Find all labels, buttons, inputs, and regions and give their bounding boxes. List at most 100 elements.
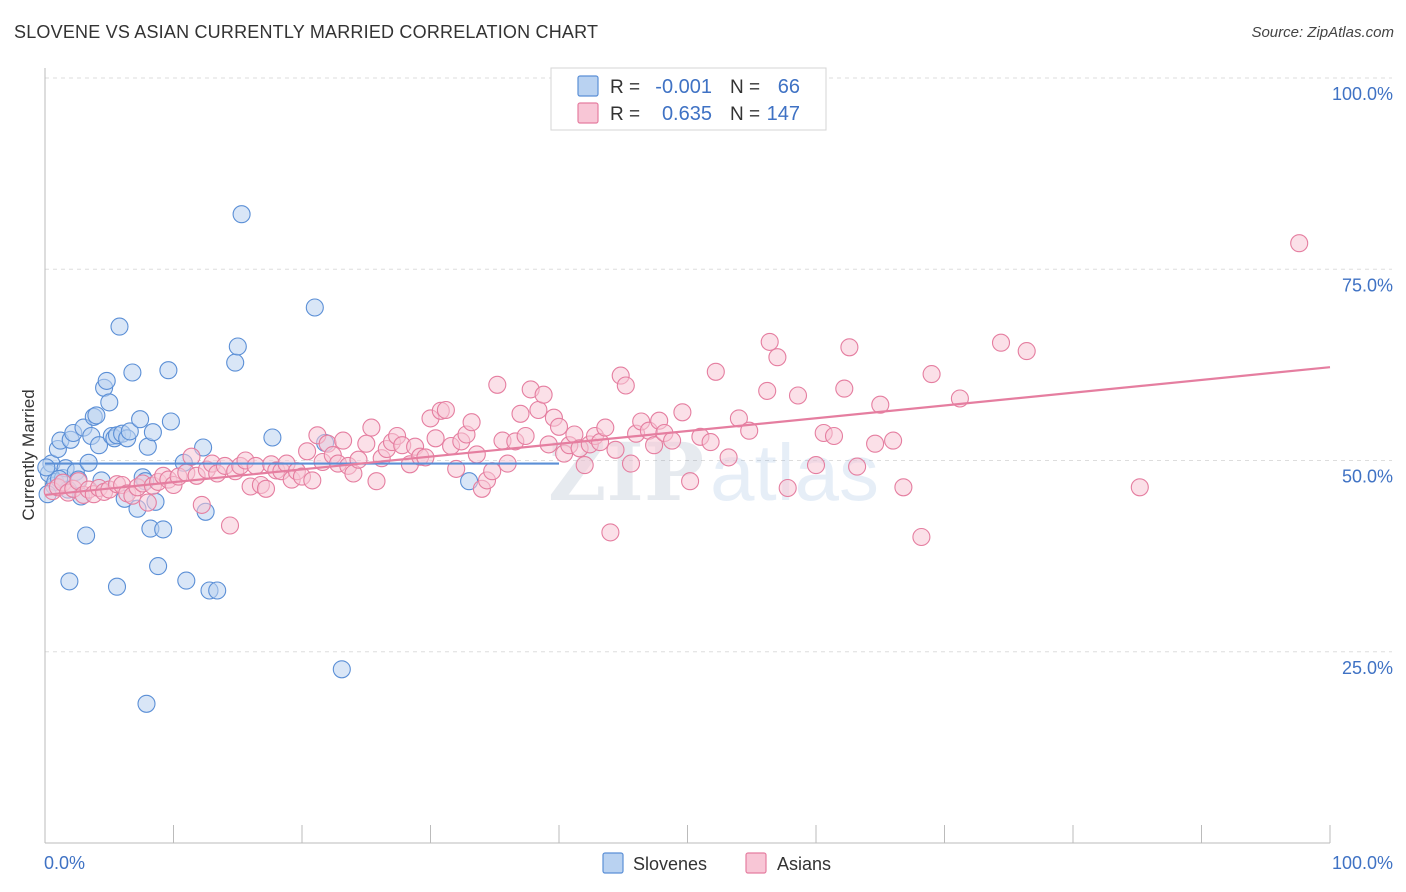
- point-slovenes: [107, 577, 127, 596]
- point-slovenes: [226, 353, 245, 372]
- point-asians: [835, 379, 854, 398]
- x-tick-labels: 0.0% 100.0%: [44, 853, 1393, 873]
- point-asians: [1290, 234, 1309, 253]
- point-slovenes: [97, 371, 116, 390]
- point-asians: [357, 434, 376, 453]
- point-asians: [367, 472, 386, 491]
- point-asians: [922, 365, 941, 384]
- point-asians: [894, 478, 913, 497]
- point-asians: [298, 442, 317, 461]
- point-asians: [806, 456, 826, 475]
- legend-swatch-asians: [577, 102, 599, 124]
- point-slovenes: [154, 520, 173, 539]
- point-asians: [616, 376, 635, 395]
- point-slovenes: [60, 572, 79, 591]
- y-tick-label: 50.0%: [1342, 467, 1393, 487]
- point-slovenes: [177, 571, 196, 590]
- point-slovenes: [305, 298, 324, 317]
- point-asians: [138, 493, 157, 512]
- point-asians: [488, 375, 507, 394]
- bottom-legend: Slovenes Asians: [602, 852, 831, 874]
- point-asians: [462, 413, 481, 432]
- point-asians: [673, 403, 692, 422]
- point-asians: [681, 472, 700, 491]
- x-tick-label-min: 0.0%: [44, 853, 85, 873]
- legend-box: R = -0.001 N = 66 R = 0.635 N = 147: [550, 67, 827, 131]
- point-asians: [866, 434, 885, 453]
- point-slovenes: [332, 660, 351, 679]
- legend-swatch-slovenes: [577, 75, 599, 97]
- point-asians: [192, 495, 211, 514]
- point-slovenes: [149, 557, 168, 576]
- legend-r-value-asians: 0.635: [662, 103, 712, 125]
- point-asians: [606, 440, 625, 459]
- point-slovenes: [120, 422, 139, 441]
- bottom-legend-label-asians: Asians: [777, 854, 831, 874]
- point-asians: [840, 338, 859, 357]
- point-asians: [621, 454, 641, 473]
- point-asians: [719, 448, 738, 467]
- chart-title: SLOVENE VS ASIAN CURRENTLY MARRIED CORRE…: [14, 22, 599, 42]
- point-asians: [645, 436, 664, 455]
- point-asians: [871, 395, 890, 414]
- legend-n-value-slovenes: 66: [778, 76, 800, 98]
- y-tick-label: 75.0%: [1342, 275, 1393, 295]
- legend-r-label: R =: [610, 104, 640, 125]
- axes: [44, 68, 1331, 844]
- point-asians: [534, 385, 553, 404]
- point-asians: [758, 381, 777, 400]
- point-asians: [778, 478, 797, 498]
- trend-lines: [44, 366, 1331, 497]
- point-asians: [824, 426, 844, 446]
- point-slovenes: [137, 694, 156, 713]
- point-asians: [706, 362, 725, 381]
- trend-line-asians: [44, 366, 1331, 497]
- legend-r-value-slovenes: -0.001: [655, 76, 712, 98]
- point-slovenes: [228, 337, 247, 356]
- point-asians: [1130, 478, 1149, 497]
- point-asians: [701, 433, 720, 452]
- point-asians: [848, 457, 867, 476]
- point-asians: [483, 462, 502, 481]
- point-asians: [740, 421, 759, 440]
- point-asians: [220, 516, 240, 535]
- point-asians: [426, 429, 445, 448]
- point-slovenes: [37, 458, 56, 477]
- y-tick-label: 25.0%: [1342, 658, 1393, 678]
- point-slovenes: [87, 406, 106, 425]
- point-asians: [436, 400, 455, 420]
- point-slovenes: [159, 361, 178, 380]
- point-asians: [516, 426, 535, 446]
- point-asians: [256, 479, 276, 498]
- point-asians: [768, 348, 787, 367]
- point-slovenes: [89, 436, 109, 455]
- point-slovenes: [232, 205, 251, 224]
- point-asians: [362, 418, 381, 437]
- bottom-legend-swatch-slovenes: [602, 852, 624, 874]
- point-slovenes: [263, 428, 282, 447]
- point-slovenes: [161, 412, 180, 431]
- source-label: Source: ZipAtlas.com: [1251, 24, 1394, 41]
- point-asians: [596, 418, 615, 437]
- point-asians: [467, 445, 486, 464]
- point-slovenes: [143, 423, 162, 442]
- point-asians: [529, 400, 548, 420]
- point-asians: [349, 450, 368, 469]
- y-axis-label: Currently Married: [19, 389, 38, 520]
- y-tick-label: 100.0%: [1332, 84, 1393, 104]
- point-asians: [246, 456, 265, 475]
- point-asians: [601, 523, 620, 542]
- point-asians: [1017, 342, 1036, 361]
- point-asians: [334, 431, 353, 450]
- legend-r-label: R =: [610, 77, 640, 98]
- point-asians: [303, 471, 322, 490]
- point-asians: [884, 431, 903, 450]
- legend-n-label: N =: [730, 77, 760, 98]
- legend-n-value-asians: 147: [767, 103, 800, 125]
- point-asians: [788, 386, 808, 405]
- point-asians: [182, 447, 201, 466]
- point-slovenes: [110, 317, 129, 336]
- point-slovenes: [77, 526, 96, 545]
- x-tick-label-max: 100.0%: [1332, 853, 1393, 873]
